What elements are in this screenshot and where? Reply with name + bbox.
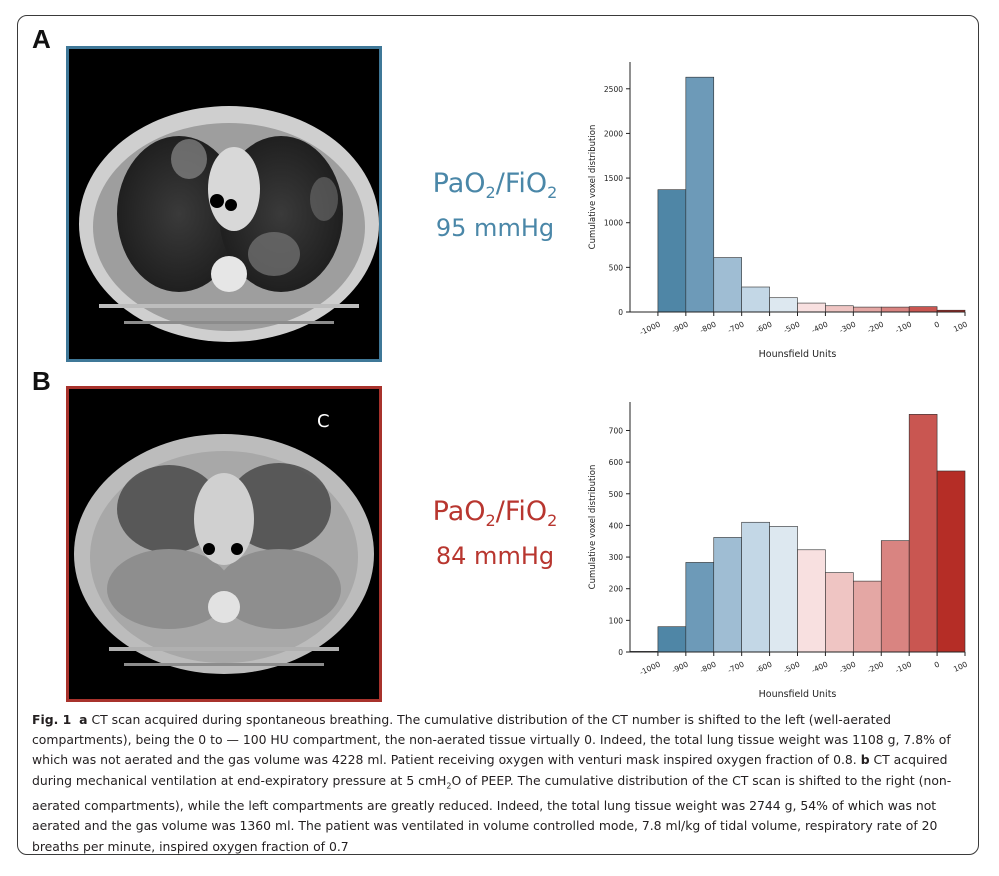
x-axis-title: Hounsfield Units <box>759 349 837 360</box>
x-tick-label: -800 <box>698 660 717 675</box>
caption-b-label: b <box>860 752 870 768</box>
caption-fig-label: Fig. 1 <box>32 712 72 727</box>
x-tick-label: -400 <box>810 660 829 675</box>
x-tick-label: 0 <box>933 320 941 330</box>
x-tick-label: -800 <box>698 320 717 335</box>
x-tick-label: 0 <box>933 660 941 670</box>
x-tick-label: -500 <box>782 320 801 335</box>
x-tick-label: 100 <box>952 320 969 334</box>
histogram-bar <box>797 549 826 653</box>
histogram-bar <box>853 580 882 653</box>
x-tick-label: -100 <box>894 320 913 335</box>
x-tick-label: -700 <box>726 320 745 335</box>
y-tick-label: 2000 <box>604 129 623 138</box>
pf-ratio-value-a: 95 mmHg <box>435 214 555 242</box>
histogram-bar <box>825 572 854 653</box>
caption-b-sub: 2 <box>446 781 452 791</box>
y-tick-label: 500 <box>609 263 624 272</box>
histogram-bar <box>825 305 854 313</box>
x-tick-label: -1000 <box>638 320 662 337</box>
histogram-bar <box>908 414 938 653</box>
histogram-bar <box>685 562 715 653</box>
figure-frame <box>17 15 979 855</box>
histogram-bar <box>741 286 770 313</box>
caption-b-text-2: O of PEEP. The cumulative distribution o… <box>32 772 952 854</box>
caption-b-text-1: CT acquired during mechanical ventilatio… <box>32 752 948 788</box>
x-tick-label: -600 <box>754 320 773 335</box>
x-tick-label: -900 <box>670 320 689 335</box>
x-tick-label: -200 <box>866 320 885 335</box>
ct-scan-image-a <box>66 46 382 362</box>
panel-letter-a: A <box>32 24 51 54</box>
y-tick-label: 2500 <box>604 85 623 94</box>
x-tick-label: -400 <box>810 320 829 335</box>
pf-ratio-label-b: PaO2/FiO2 84 mmHg <box>420 496 570 571</box>
x-tick-label: -1000 <box>638 660 662 677</box>
x-tick-label: -100 <box>894 660 913 675</box>
histogram-chart-a: 0 500 1000 1500 2000 2500 -1000 -900 -800 -700 -60… <box>575 52 975 367</box>
histogram-chart-b: 0 100 200 300 400 500 600 700 -1000 -900 -800 -700-… <box>575 392 975 707</box>
histogram-bar <box>769 297 798 313</box>
caption-a-label: a <box>79 712 88 727</box>
histogram-bar <box>769 526 798 653</box>
x-tick-label: -300 <box>838 660 857 675</box>
x-tick-label: -300 <box>838 320 857 335</box>
x-tick-label: -200 <box>866 660 885 675</box>
figure-caption: Fig. 1 a CT scan acquired during spontan… <box>32 710 970 857</box>
x-tick-label: -500 <box>782 660 801 675</box>
pf-ratio-a: PaO2/FiO2 <box>432 168 558 202</box>
histogram-bar <box>741 521 770 653</box>
y-tick-label: 400 <box>609 521 624 530</box>
histogram-bar <box>853 306 882 313</box>
histogram-bar <box>797 302 826 313</box>
x-tick-label: -900 <box>670 660 689 675</box>
histogram-bar <box>880 540 910 653</box>
y-tick-label: 0 <box>618 648 623 657</box>
pf-ratio-value-b: 84 mmHg <box>435 542 555 570</box>
y-tick-label: 100 <box>609 616 624 625</box>
y-axis-title: Cumulative voxel distribution <box>588 125 598 250</box>
panel-letter-b: B <box>32 366 51 396</box>
x-tick-label: -700 <box>726 660 745 675</box>
histogram-bar <box>713 257 742 313</box>
y-tick-label: 600 <box>609 458 624 467</box>
histogram-bar <box>880 306 910 313</box>
y-tick-label: 1500 <box>604 174 623 183</box>
caption-a-text: CT scan acquired during spontaneous brea… <box>32 712 951 768</box>
histogram-bar <box>685 76 715 313</box>
histogram-bar <box>908 306 938 313</box>
ct-annotation-b: C <box>317 411 330 432</box>
y-tick-label: 700 <box>609 426 624 435</box>
histogram-bar <box>936 470 966 653</box>
histogram-bar <box>657 189 687 313</box>
ct-scan-image-b: C <box>66 386 382 702</box>
pf-ratio-label-a: PaO2/FiO2 95 mmHg <box>420 168 570 243</box>
y-tick-label: 500 <box>609 490 624 499</box>
y-tick-label: 200 <box>609 585 624 594</box>
y-axis-title: Cumulative voxel distribution <box>588 465 598 590</box>
y-tick-label: 1000 <box>604 219 623 228</box>
y-tick-label: 0 <box>618 308 623 317</box>
y-tick-label: 300 <box>609 553 624 562</box>
histogram-bar <box>713 537 742 653</box>
x-axis-title: Hounsfield Units <box>759 689 837 700</box>
x-tick-label: 100 <box>952 660 969 674</box>
histogram-bar <box>657 626 687 653</box>
pf-ratio-b: PaO2/FiO2 <box>432 496 558 530</box>
x-tick-label: -600 <box>754 660 773 675</box>
